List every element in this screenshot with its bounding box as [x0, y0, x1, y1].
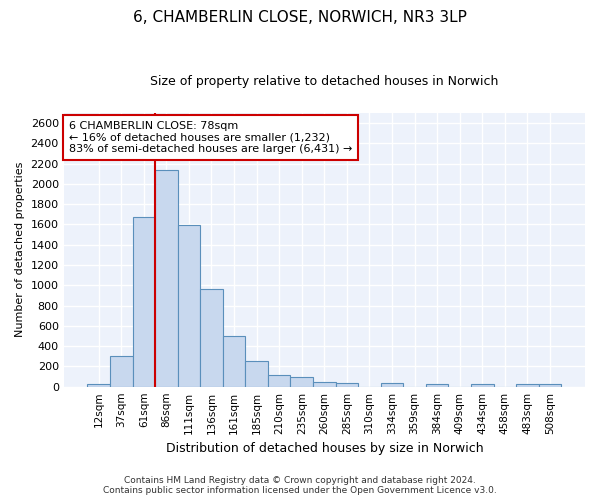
Bar [245, 362, 268, 386]
Bar [471, 384, 494, 386]
Bar [88, 384, 110, 386]
Bar [268, 374, 290, 386]
Bar [178, 226, 200, 386]
Bar [381, 383, 403, 386]
Text: 6, CHAMBERLIN CLOSE, NORWICH, NR3 3LP: 6, CHAMBERLIN CLOSE, NORWICH, NR3 3LP [133, 10, 467, 25]
Bar [335, 383, 358, 386]
Bar [110, 356, 133, 386]
Bar [223, 336, 245, 386]
Bar [426, 384, 448, 386]
Bar [290, 376, 313, 386]
Y-axis label: Number of detached properties: Number of detached properties [15, 162, 25, 338]
Bar [200, 290, 223, 386]
Bar [313, 382, 335, 386]
Bar [539, 384, 562, 386]
Bar [155, 170, 178, 386]
Text: Contains HM Land Registry data © Crown copyright and database right 2024.
Contai: Contains HM Land Registry data © Crown c… [103, 476, 497, 495]
Title: Size of property relative to detached houses in Norwich: Size of property relative to detached ho… [150, 75, 499, 88]
Text: 6 CHAMBERLIN CLOSE: 78sqm
← 16% of detached houses are smaller (1,232)
83% of se: 6 CHAMBERLIN CLOSE: 78sqm ← 16% of detac… [69, 121, 352, 154]
Bar [133, 218, 155, 386]
Bar [516, 384, 539, 386]
X-axis label: Distribution of detached houses by size in Norwich: Distribution of detached houses by size … [166, 442, 483, 455]
